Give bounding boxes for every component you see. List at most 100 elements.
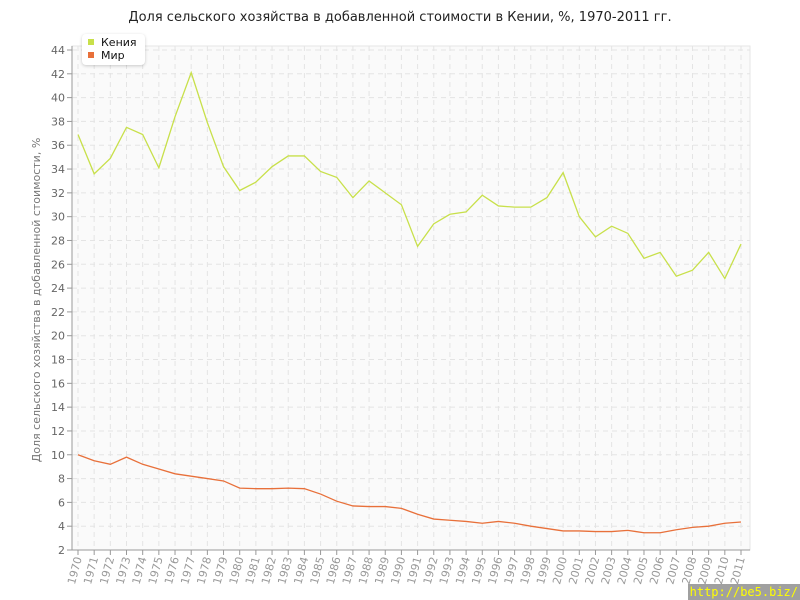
data-point (141, 463, 144, 466)
data-point (77, 453, 80, 456)
data-point (513, 206, 516, 209)
data-point (513, 522, 516, 525)
data-point (125, 126, 128, 129)
data-point (77, 133, 80, 136)
data-point (303, 487, 306, 490)
plot-area (71, 45, 751, 551)
data-point (335, 500, 338, 503)
y-tick-label: 26 (51, 258, 65, 271)
legend-swatch-world (88, 52, 94, 58)
data-point (416, 245, 419, 248)
data-point (545, 527, 548, 530)
data-point (545, 196, 548, 199)
data-point (238, 487, 241, 490)
data-point (497, 520, 500, 523)
y-tick-label: 2 (58, 544, 65, 557)
data-point (206, 477, 209, 480)
data-point (675, 528, 678, 531)
y-tick-label: 22 (51, 306, 65, 319)
data-point (351, 504, 354, 507)
data-point (335, 176, 338, 179)
legend-item-world[interactable]: Мир (88, 49, 137, 62)
data-point (157, 166, 160, 169)
data-point (529, 206, 532, 209)
data-point (642, 531, 645, 534)
data-point (368, 505, 371, 508)
data-point (109, 463, 112, 466)
data-point (174, 472, 177, 475)
data-point (659, 531, 662, 534)
data-point (287, 154, 290, 157)
data-point (578, 215, 581, 218)
y-tick-label: 24 (51, 282, 65, 295)
data-point (659, 251, 662, 254)
data-point (319, 493, 322, 496)
data-point (109, 157, 112, 160)
data-point (723, 522, 726, 525)
data-point (222, 479, 225, 482)
y-axis-label: Доля сельского хозяйства в добавленной с… (30, 138, 43, 463)
data-point (465, 210, 468, 213)
data-point (157, 468, 160, 471)
data-point (626, 529, 629, 532)
legend: Кения Мир (82, 34, 145, 65)
series-line-1 (77, 454, 742, 534)
data-point (448, 213, 451, 216)
data-point (740, 521, 743, 524)
data-point (254, 181, 257, 184)
data-point (691, 526, 694, 529)
data-point (125, 456, 128, 459)
data-point (707, 525, 710, 528)
data-point (93, 459, 96, 462)
legend-item-kenya[interactable]: Кения (88, 36, 137, 49)
y-tick-label: 30 (51, 211, 65, 224)
watermark: http://be5.biz/ (687, 584, 800, 600)
data-point (723, 277, 726, 280)
data-point (562, 529, 565, 532)
y-tick-label: 36 (51, 139, 65, 152)
data-point (319, 170, 322, 173)
data-point (416, 513, 419, 516)
data-point (351, 196, 354, 199)
data-point (254, 487, 257, 490)
data-point (578, 529, 581, 532)
data-point (481, 194, 484, 197)
y-tick-label: 12 (51, 425, 65, 438)
data-point (432, 518, 435, 521)
y-tick-label: 8 (58, 473, 65, 486)
data-point (271, 165, 274, 168)
data-point (610, 530, 613, 533)
data-point (497, 204, 500, 207)
y-tick-label: 42 (51, 68, 65, 81)
data-point (384, 505, 387, 508)
data-point (206, 121, 209, 124)
data-point (238, 189, 241, 192)
data-point (642, 257, 645, 260)
data-point (594, 235, 597, 238)
y-tick-label: 20 (51, 330, 65, 343)
data-point (368, 179, 371, 182)
data-point (481, 522, 484, 525)
y-tick-label: 16 (51, 377, 65, 390)
y-tick-label: 34 (51, 163, 65, 176)
data-point (400, 203, 403, 206)
data-point (287, 487, 290, 490)
data-point (691, 269, 694, 272)
data-point (384, 191, 387, 194)
series-line-0 (77, 70, 742, 280)
data-point (675, 275, 678, 278)
data-point (174, 115, 177, 118)
data-point (190, 475, 193, 478)
y-tick-label: 44 (51, 44, 65, 57)
data-point (190, 71, 193, 74)
y-tick-label: 4 (58, 520, 65, 533)
chart-title: Доля сельского хозяйства в добавленной с… (128, 10, 672, 25)
legend-label-kenya: Кения (101, 36, 137, 49)
data-point (610, 225, 613, 228)
data-point (303, 154, 306, 157)
y-tick-label: 28 (51, 234, 65, 247)
y-tick-label: 10 (51, 449, 65, 462)
y-tick-label: 38 (51, 115, 65, 128)
data-point (740, 243, 743, 246)
